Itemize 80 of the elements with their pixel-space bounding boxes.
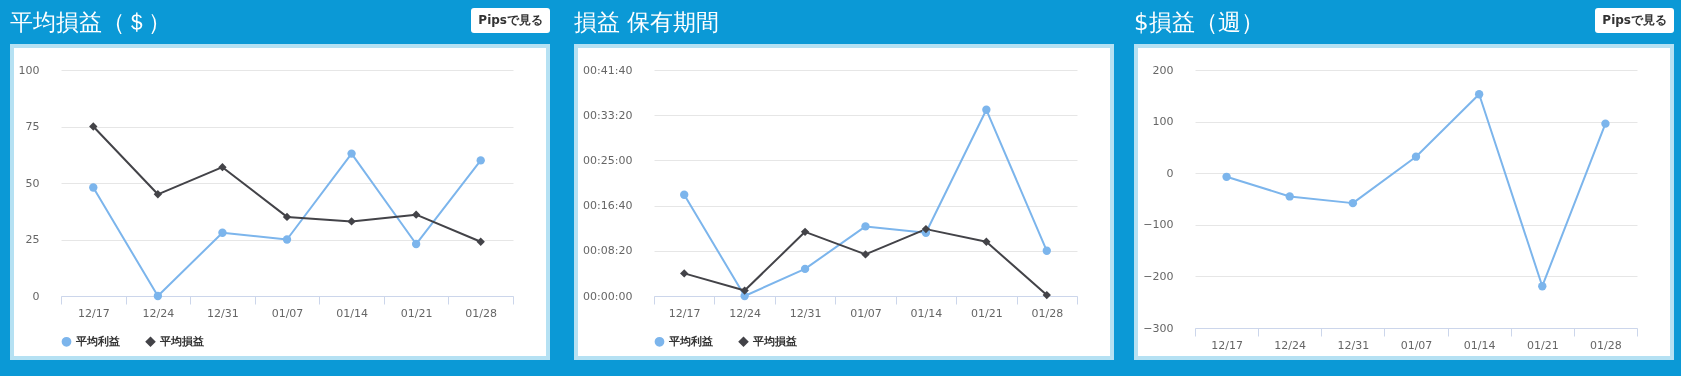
legend-label: 平均利益 <box>668 334 713 348</box>
point <box>1411 152 1421 161</box>
legend-label: 平均損益 <box>752 334 797 348</box>
y-tick-label: 00:41:40 <box>583 63 633 77</box>
y-tick-label: 00:16:40 <box>583 199 633 213</box>
point <box>800 227 810 236</box>
y-tick-label: 100 <box>1152 115 1174 129</box>
point <box>1042 290 1051 300</box>
y-tick-label: 200 <box>1152 63 1174 77</box>
chart-title: 平均損益（＄） <box>10 7 171 37</box>
x-tick-label: 12/24 <box>1274 338 1307 352</box>
point <box>411 210 421 219</box>
point <box>153 291 163 301</box>
point <box>411 239 421 249</box>
point <box>800 264 810 274</box>
y-tick-label: 0 <box>32 289 40 303</box>
x-tick-label: 12/17 <box>77 306 110 320</box>
x-tick-label: 01/28 <box>465 306 498 320</box>
y-tick-label: 00:25:00 <box>583 153 633 167</box>
chart-title: 損益 保有期間 <box>574 7 720 37</box>
x-tick-label: 01/21 <box>971 306 1003 320</box>
x-tick-label: 12/31 <box>789 306 822 320</box>
x-tick-label: 12/31 <box>207 306 239 320</box>
x-tick-label: 01/14 <box>910 306 943 320</box>
x-tick-label: 01/07 <box>850 306 882 320</box>
point <box>861 250 870 259</box>
y-tick-label: 25 <box>25 233 40 246</box>
x-tick-label: 01/07 <box>1400 338 1433 352</box>
legend-label: 平均利益 <box>75 334 120 348</box>
point <box>982 105 991 114</box>
point <box>1222 172 1231 181</box>
point <box>89 122 98 131</box>
point <box>347 149 356 158</box>
y-tick-label: 00:33:20 <box>583 108 633 122</box>
point <box>1538 282 1547 291</box>
point <box>347 217 356 226</box>
point <box>921 224 931 234</box>
point <box>1474 90 1484 99</box>
point <box>982 237 991 246</box>
y-tick-label: 0 <box>1166 166 1174 180</box>
x-tick-label: 01/21 <box>1526 338 1559 352</box>
y-tick-label: 100 <box>18 63 40 77</box>
x-tick-label: 01/07 <box>271 306 304 320</box>
x-tick-label: 01/14 <box>1463 338 1496 352</box>
y-tick-label: 00:00:00 <box>583 289 633 303</box>
point <box>476 156 485 165</box>
y-tick-label: −200 <box>1143 269 1174 283</box>
point <box>861 222 870 231</box>
y-tick-label: 50 <box>25 176 40 190</box>
point <box>740 286 749 295</box>
x-tick-label: 12/24 <box>142 306 175 320</box>
x-tick-label: 12/24 <box>729 306 761 320</box>
x-tick-label: 12/17 <box>668 306 701 320</box>
chart-title: $損益（週） <box>1134 7 1264 37</box>
x-tick-label: 12/17 <box>1211 338 1243 352</box>
point <box>680 190 689 199</box>
point <box>1348 198 1358 208</box>
legend-label: 平均損益 <box>159 334 204 348</box>
point <box>1042 246 1051 255</box>
x-tick-label: 01/21 <box>400 306 433 320</box>
text: Pipsで見る <box>471 7 550 33</box>
x-tick-label: 12/31 <box>1337 338 1370 352</box>
point <box>153 190 163 199</box>
point <box>282 212 292 222</box>
point <box>680 269 689 278</box>
point <box>476 237 485 246</box>
x-tick-label: 01/28 <box>1590 338 1622 352</box>
point <box>218 228 227 237</box>
point <box>218 163 227 172</box>
y-tick-label: 00:08:20 <box>583 244 633 258</box>
point <box>89 183 98 192</box>
point <box>1601 119 1610 128</box>
point <box>1285 192 1294 201</box>
y-tick-label: −300 <box>1143 321 1174 335</box>
y-tick-label: −100 <box>1143 218 1174 232</box>
x-tick-label: 01/28 <box>1031 306 1064 320</box>
point <box>282 235 292 244</box>
y-tick-label: 75 <box>25 120 40 133</box>
text: Pipsで見る <box>1595 7 1674 33</box>
x-tick-label: 01/14 <box>336 306 368 320</box>
